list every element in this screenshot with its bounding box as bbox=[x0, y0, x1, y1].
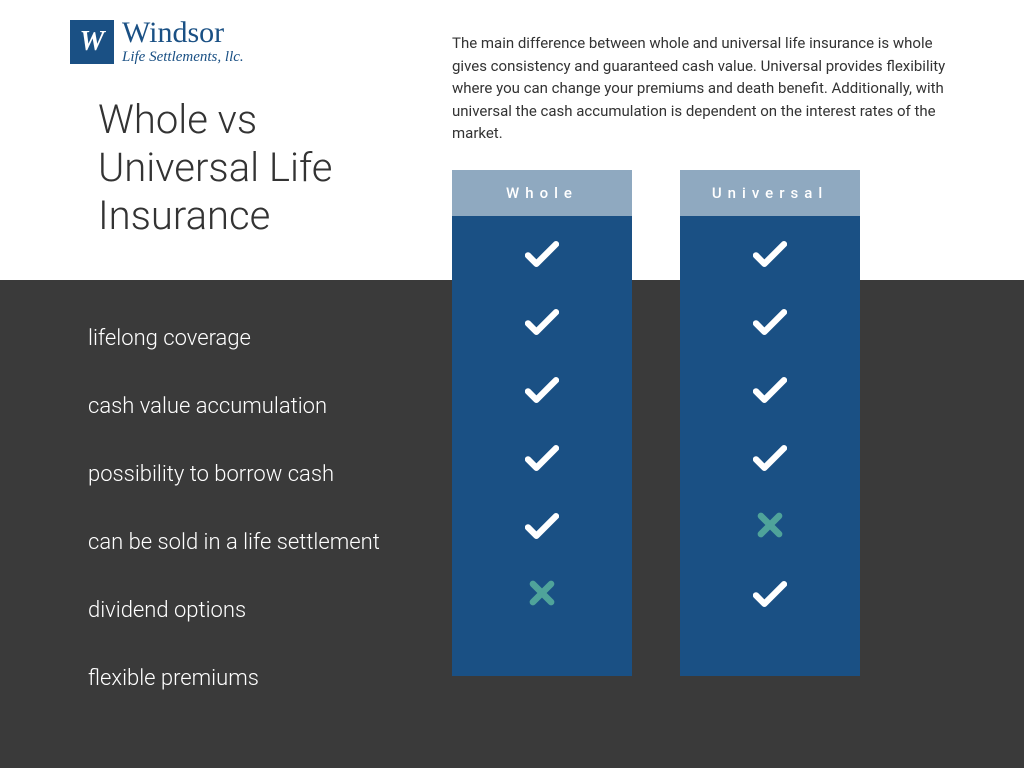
compare-column-universal: Universal bbox=[680, 170, 860, 676]
column-header-whole: Whole bbox=[452, 170, 632, 216]
logo-title: Windsor bbox=[122, 18, 244, 48]
logo-mark: W bbox=[70, 20, 114, 64]
feature-label: lifelong coverage bbox=[88, 323, 380, 391]
compare-cell bbox=[452, 580, 632, 648]
compare-column-whole: Whole bbox=[452, 170, 632, 676]
check-icon bbox=[525, 512, 559, 540]
compare-cell bbox=[452, 444, 632, 512]
logo-text: Windsor Life Settlements, llc. bbox=[122, 18, 244, 65]
compare-cell bbox=[680, 240, 860, 308]
bottom-section: lifelong coverage cash value accumulatio… bbox=[0, 280, 1024, 768]
logo-subtitle: Life Settlements, llc. bbox=[122, 50, 244, 65]
feature-label: cash value accumulation bbox=[88, 391, 380, 459]
cross-icon bbox=[757, 512, 783, 538]
check-icon bbox=[753, 580, 787, 608]
compare-cell bbox=[452, 240, 632, 308]
features-list: lifelong coverage cash value accumulatio… bbox=[88, 323, 380, 731]
compare-cell bbox=[680, 580, 860, 648]
check-icon bbox=[525, 444, 559, 472]
compare-cell bbox=[452, 308, 632, 376]
check-icon bbox=[753, 444, 787, 472]
compare-cell bbox=[680, 376, 860, 444]
feature-label: can be sold in a life settlement bbox=[88, 527, 380, 595]
feature-label: possibility to borrow cash bbox=[88, 459, 380, 527]
column-body-universal bbox=[680, 216, 860, 676]
compare-cell bbox=[452, 376, 632, 444]
check-icon bbox=[753, 240, 787, 268]
compare-cell bbox=[680, 444, 860, 512]
check-icon bbox=[753, 308, 787, 336]
cross-icon bbox=[529, 580, 555, 606]
column-body-whole bbox=[452, 216, 632, 676]
page-title: Whole vs Universal Life Insurance bbox=[98, 96, 418, 240]
logo: W Windsor Life Settlements, llc. bbox=[70, 18, 244, 65]
check-icon bbox=[525, 376, 559, 404]
compare-cell bbox=[680, 512, 860, 580]
feature-label: flexible premiums bbox=[88, 663, 380, 731]
compare-cell bbox=[452, 512, 632, 580]
check-icon bbox=[753, 376, 787, 404]
description-text: The main difference between whole and un… bbox=[452, 32, 952, 145]
column-header-universal: Universal bbox=[680, 170, 860, 216]
check-icon bbox=[525, 240, 559, 268]
check-icon bbox=[525, 308, 559, 336]
compare-cell bbox=[680, 308, 860, 376]
feature-label: dividend options bbox=[88, 595, 380, 663]
